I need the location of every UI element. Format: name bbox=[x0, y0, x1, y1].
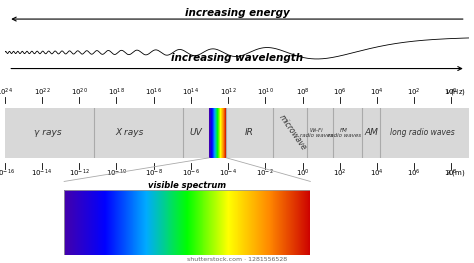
Text: shutterstock.com · 1281556528: shutterstock.com · 1281556528 bbox=[187, 257, 287, 262]
Text: γ rays: γ rays bbox=[34, 128, 62, 137]
Text: increasing energy: increasing energy bbox=[185, 8, 289, 18]
Text: $\lambda\,\mathrm{(m)}$: $\lambda\,\mathrm{(m)}$ bbox=[447, 168, 465, 179]
Text: X rays: X rays bbox=[116, 128, 144, 137]
Text: $10^{24}$: $10^{24}$ bbox=[0, 87, 13, 98]
Text: $10^{-12}$: $10^{-12}$ bbox=[69, 168, 90, 179]
Text: $10^{-2}$: $10^{-2}$ bbox=[256, 168, 274, 179]
Text: $10^{12}$: $10^{12}$ bbox=[220, 87, 237, 98]
Text: Wi-Fi
radio waves: Wi-Fi radio waves bbox=[300, 128, 333, 138]
Text: $10^{18}$: $10^{18}$ bbox=[108, 87, 125, 98]
Text: $10^{10}$: $10^{10}$ bbox=[257, 87, 274, 98]
Text: $10^{14}$: $10^{14}$ bbox=[182, 87, 199, 98]
Text: $10^{0}$: $10^{0}$ bbox=[445, 87, 458, 98]
Text: $10^{8}$: $10^{8}$ bbox=[445, 168, 458, 179]
Text: AM: AM bbox=[364, 128, 378, 137]
Text: IR: IR bbox=[245, 128, 254, 137]
Text: $10^{6}$: $10^{6}$ bbox=[333, 87, 346, 98]
Text: FM
radio waves: FM radio waves bbox=[328, 128, 361, 138]
Text: $10^{-16}$: $10^{-16}$ bbox=[0, 168, 15, 179]
Text: $10^{4}$: $10^{4}$ bbox=[370, 87, 384, 98]
Text: $10^{0}$: $10^{0}$ bbox=[296, 168, 310, 179]
Text: $10^{-8}$: $10^{-8}$ bbox=[145, 168, 163, 179]
Text: microwave: microwave bbox=[277, 113, 308, 153]
Text: $10^{22}$: $10^{22}$ bbox=[34, 87, 50, 98]
Text: visible spectrum: visible spectrum bbox=[148, 181, 226, 190]
Text: $\nu\,\mathrm{(Hz)}$: $\nu\,\mathrm{(Hz)}$ bbox=[445, 87, 465, 97]
Text: increasing wavelength: increasing wavelength bbox=[171, 53, 303, 63]
Text: $10^{20}$: $10^{20}$ bbox=[71, 87, 88, 98]
Bar bbox=[64, 190, 310, 255]
Text: $10^{2}$: $10^{2}$ bbox=[407, 87, 421, 98]
Text: $10^{4}$: $10^{4}$ bbox=[370, 168, 384, 179]
Text: $10^{-6}$: $10^{-6}$ bbox=[182, 168, 200, 179]
Text: $10^{16}$: $10^{16}$ bbox=[145, 87, 162, 98]
Text: $10^{-14}$: $10^{-14}$ bbox=[31, 168, 53, 179]
Text: $10^{-10}$: $10^{-10}$ bbox=[106, 168, 127, 179]
Text: long radio waves: long radio waves bbox=[391, 128, 455, 137]
Text: $10^{8}$: $10^{8}$ bbox=[296, 87, 310, 98]
Text: $10^{-4}$: $10^{-4}$ bbox=[219, 168, 237, 179]
Text: $10^{2}$: $10^{2}$ bbox=[333, 168, 346, 179]
Text: UV: UV bbox=[190, 128, 202, 137]
Text: $10^{6}$: $10^{6}$ bbox=[407, 168, 421, 179]
